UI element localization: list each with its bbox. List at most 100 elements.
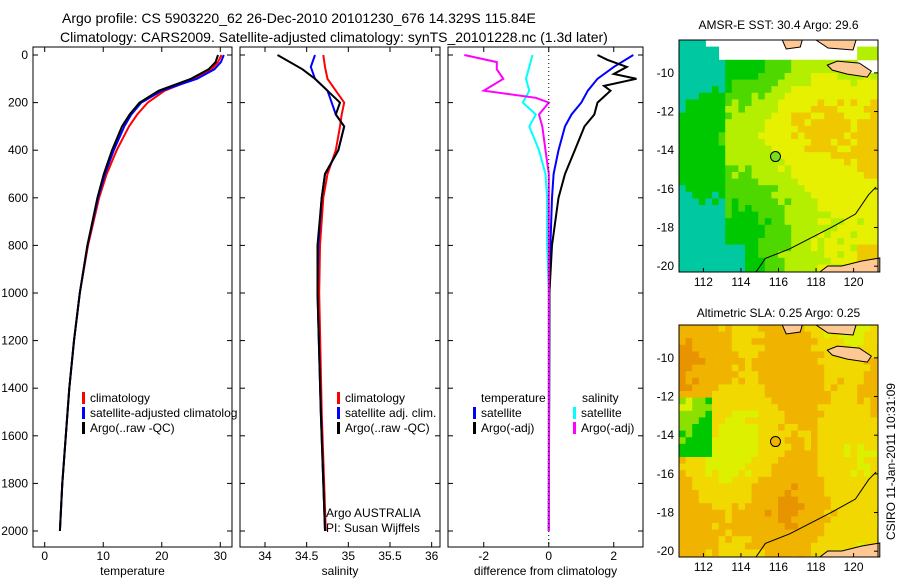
map-cell bbox=[692, 224, 700, 232]
map-cell bbox=[844, 231, 852, 239]
legend-swatch bbox=[573, 407, 576, 419]
map-cell bbox=[850, 364, 858, 372]
map-cell bbox=[804, 463, 812, 471]
map-cell bbox=[844, 371, 852, 379]
map-cell bbox=[857, 178, 865, 186]
map-cell bbox=[685, 437, 693, 445]
map-cell bbox=[745, 66, 753, 74]
map-cell bbox=[830, 410, 838, 418]
map-cell bbox=[771, 79, 779, 87]
map-cell bbox=[771, 384, 779, 392]
map-cell bbox=[817, 457, 825, 465]
map-cell bbox=[718, 251, 726, 259]
map-cell bbox=[811, 463, 819, 471]
map-cell bbox=[705, 437, 713, 445]
map-cell bbox=[791, 410, 799, 418]
map-cell bbox=[751, 106, 759, 114]
map-cell bbox=[804, 410, 812, 418]
map-cell bbox=[685, 59, 693, 67]
map-cell bbox=[817, 338, 825, 346]
map-cell bbox=[837, 86, 845, 94]
map-cell bbox=[712, 371, 720, 379]
map-cell bbox=[837, 523, 845, 531]
map-cell bbox=[692, 172, 700, 180]
map-cell bbox=[685, 112, 693, 120]
map-cell bbox=[731, 437, 739, 445]
map-cell bbox=[725, 198, 733, 206]
legend-swatch bbox=[82, 422, 85, 434]
map-cell bbox=[778, 125, 786, 133]
map-cell bbox=[870, 391, 878, 399]
map-cell bbox=[824, 536, 832, 544]
map-cell bbox=[830, 404, 838, 412]
map-cell bbox=[804, 238, 812, 246]
map-cell bbox=[712, 46, 720, 54]
map-cell bbox=[857, 457, 865, 465]
legend-swatch bbox=[337, 392, 340, 404]
map-cell bbox=[797, 132, 805, 140]
map-cell bbox=[771, 358, 779, 366]
map-cell bbox=[824, 211, 832, 219]
map-cell bbox=[804, 152, 812, 160]
map-cell bbox=[745, 549, 753, 557]
annotation-pi: PI: Susan Wijffels bbox=[326, 521, 420, 535]
map-cell bbox=[725, 397, 733, 405]
map-cell bbox=[850, 358, 858, 366]
map-cell bbox=[837, 470, 845, 478]
map-cell bbox=[811, 185, 819, 193]
series-line-temperature-satellite bbox=[547, 54, 634, 532]
map-cell bbox=[837, 437, 845, 445]
map-cell bbox=[692, 112, 700, 120]
map-cell bbox=[811, 457, 819, 465]
map-cell bbox=[692, 185, 700, 193]
map-cell bbox=[830, 503, 838, 511]
map-cell bbox=[824, 371, 832, 379]
map-cell bbox=[830, 106, 838, 114]
map-cell bbox=[751, 490, 759, 498]
map-cell bbox=[857, 536, 865, 544]
map-cell bbox=[731, 73, 739, 81]
map-cell bbox=[718, 377, 726, 385]
map-y-tick-label: -18 bbox=[657, 221, 675, 235]
map-cell bbox=[804, 536, 812, 544]
map-cell bbox=[797, 264, 805, 272]
map-cell bbox=[850, 377, 858, 385]
map-cell bbox=[830, 377, 838, 385]
map-cell bbox=[745, 106, 753, 114]
map-cell bbox=[778, 384, 786, 392]
map-cell bbox=[718, 457, 726, 465]
map-cell bbox=[731, 59, 739, 67]
map-cell bbox=[712, 549, 720, 557]
map-cell bbox=[824, 424, 832, 432]
map-cell bbox=[791, 257, 799, 265]
map-cell bbox=[685, 358, 693, 366]
map-cell bbox=[870, 251, 878, 259]
map-cell bbox=[804, 251, 812, 259]
map-cell bbox=[698, 178, 706, 186]
map-cell bbox=[778, 238, 786, 246]
map-cell bbox=[745, 377, 753, 385]
map-cell bbox=[811, 165, 819, 173]
map-cell bbox=[692, 165, 700, 173]
map-cell bbox=[758, 251, 766, 259]
map-cell bbox=[698, 66, 706, 74]
map-cell bbox=[817, 331, 825, 339]
map-cell bbox=[745, 172, 753, 180]
map-cell bbox=[692, 59, 700, 67]
map-cell bbox=[698, 79, 706, 87]
map-cell bbox=[692, 99, 700, 107]
map-cell bbox=[738, 185, 746, 193]
map-cell bbox=[745, 244, 753, 252]
map-cell bbox=[698, 529, 706, 537]
map-cell bbox=[824, 344, 832, 352]
map-cell bbox=[679, 470, 687, 478]
map-cell bbox=[738, 132, 746, 140]
map-cell bbox=[771, 145, 779, 153]
map-cell bbox=[863, 364, 871, 372]
map-cell bbox=[731, 516, 739, 524]
map-cell bbox=[679, 523, 687, 531]
map-cell bbox=[698, 549, 706, 557]
map-cell bbox=[804, 325, 812, 333]
map-cell bbox=[712, 238, 720, 246]
map-cell bbox=[811, 132, 819, 140]
